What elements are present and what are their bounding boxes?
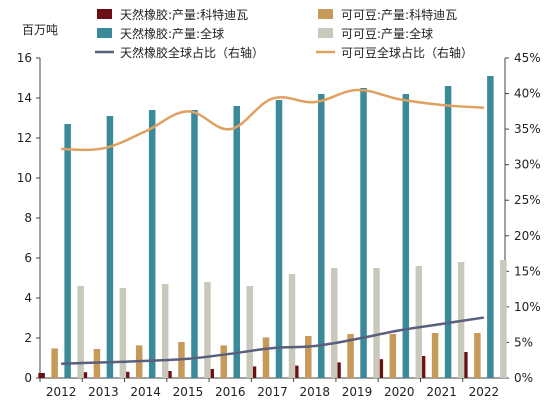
bar [262,337,270,378]
x-tick-label: 2019 [342,385,373,399]
bar [500,260,507,378]
bar [148,110,156,378]
bar [119,288,127,378]
series-line [61,88,484,152]
bar [334,362,341,378]
bar [204,282,211,378]
legend-swatch [318,9,333,19]
bars [38,76,507,378]
y-tick-label: 14 [17,91,32,105]
legend-swatch [97,28,112,38]
y2-tick-label: 35% [514,122,541,136]
y2-tick-label: 25% [514,193,541,207]
y2-tick-label: 15% [514,264,541,278]
bar [431,333,439,378]
y-tick-label: 8 [24,211,32,225]
y2-tick-label: 30% [514,158,541,172]
bar [360,88,367,378]
bar [38,373,45,378]
bar [461,352,468,378]
bar [418,356,426,378]
x-tick-label: 2017 [257,385,288,399]
legend-label: 可可豆:产量:科特迪瓦 [341,7,457,22]
y2-tick-label: 20% [514,229,541,243]
bar [51,348,58,378]
legend-label: 天然橡胶全球占比（右轴） [120,45,264,60]
y-tick-label: 10 [17,171,32,185]
bar [415,266,423,378]
y2-tick-label: 5% [514,335,533,349]
bar [64,124,71,378]
y-tick-label: 16 [17,51,32,65]
bar [275,100,283,378]
bar [246,286,253,378]
legend-label: 可可豆:产量:全球 [341,26,433,41]
y-tick-label: 12 [17,131,32,145]
bar [373,268,380,378]
bar [305,336,312,378]
bar [376,359,384,378]
y-axis-unit-label: 百万吨 [22,23,58,37]
x-tick-label: 2022 [469,385,500,399]
legend-label: 天然橡胶:产量:科特迪瓦 [120,7,248,22]
bar [487,76,494,378]
lines [61,88,485,366]
x-tick-label: 2016 [215,385,246,399]
x-tick-label: 2018 [299,385,330,399]
bar [249,366,257,378]
legend-label: 可可豆全球占比（右轴） [341,45,473,60]
bar [331,268,338,378]
bar [77,286,84,378]
bar [106,116,114,378]
x-tick-label: 2021 [426,385,457,399]
bar [165,371,172,378]
x-tick-label: 2015 [173,385,204,399]
x-tick-label: 2012 [46,385,77,399]
axes: 0 2 4 6 8 10 12 14 16 0% 5% 10% 15% 20% 25% 30% 35% 40% 45… [17,51,541,399]
y-tick-label: 2 [24,331,32,345]
y2-tick-label: 0% [514,371,533,385]
y2-tick-label: 40% [514,87,541,101]
x-tick-label: 2020 [384,385,415,399]
y2-tick-label: 45% [514,51,541,65]
bar [191,110,198,378]
bar [220,345,227,378]
bar [122,371,130,378]
bar [389,334,397,378]
y2-tick-label: 10% [514,300,541,314]
y-tick-label: 4 [24,291,32,305]
bar [233,106,240,378]
legend-swatch [97,9,112,19]
y-tick-label: 6 [24,251,32,265]
x-tick-label: 2013 [88,385,119,399]
bar [292,365,299,378]
bar [402,94,410,378]
y-tick-label: 0 [24,371,32,385]
bar [161,284,169,378]
bar [444,86,452,378]
series-line [61,316,485,366]
bar [474,333,481,378]
bar [318,94,325,378]
bar [80,372,88,378]
bar [207,369,214,378]
bar [288,274,296,378]
legend-label: 天然橡胶:产量:全球 [120,26,224,41]
x-tick-label: 2014 [130,385,161,399]
legend-swatch [318,28,333,38]
bar [347,334,354,378]
